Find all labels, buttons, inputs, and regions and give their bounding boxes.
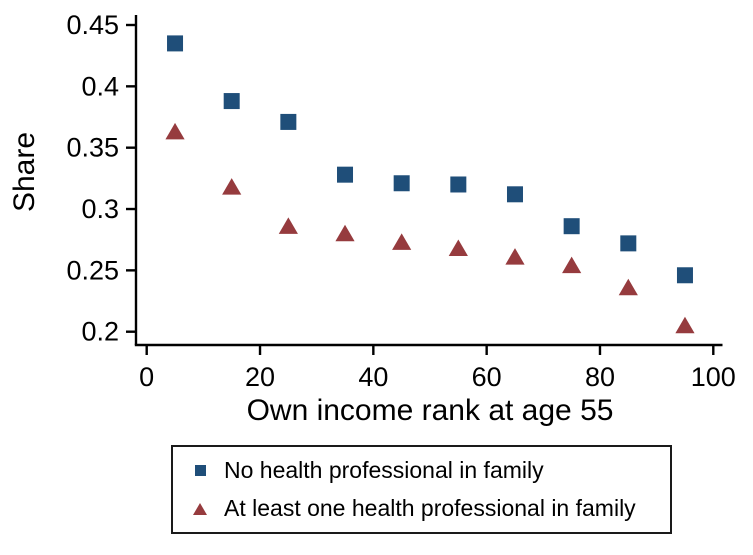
maroon-triangle-marker-icon xyxy=(193,502,207,515)
y-tick-label: 0.35 xyxy=(66,133,119,163)
x-tick-label: 60 xyxy=(472,362,502,392)
y-tick-label: 0.2 xyxy=(81,317,119,347)
legend-marker-cell xyxy=(189,502,211,515)
data-point-triangle xyxy=(392,233,412,250)
data-point-square xyxy=(393,175,410,192)
data-point-triangle xyxy=(675,316,695,334)
data-point-square xyxy=(676,267,693,284)
y-axis-title: Share xyxy=(8,131,41,213)
x-tick-label: 0 xyxy=(139,362,154,392)
data-point-triangle xyxy=(505,248,525,265)
data-point-square xyxy=(450,176,467,193)
y-tick-label: 0.45 xyxy=(66,10,119,40)
legend-label-at-least-one-health-professional: At least one health professional in fami… xyxy=(224,495,636,522)
data-point-square xyxy=(620,235,637,252)
data-point-square xyxy=(167,35,184,52)
legend: No health professional in family At leas… xyxy=(171,445,672,534)
data-point-triangle xyxy=(222,178,242,195)
data-point-square xyxy=(563,218,580,235)
data-point-triangle xyxy=(165,122,185,140)
data-point-triangle xyxy=(448,239,468,256)
navy-square-marker-icon xyxy=(194,464,206,476)
x-tick-label: 100 xyxy=(691,362,736,392)
data-point-square xyxy=(280,113,297,130)
y-tick-label: 0.3 xyxy=(81,194,119,224)
x-axis-title: Own income rank at age 55 xyxy=(246,394,614,427)
legend-label-no-health-professional: No health professional in family xyxy=(224,456,544,483)
legend-row-at-least-one-health-professional: At least one health professional in fami… xyxy=(189,494,670,524)
legend-row-no-health-professional: No health professional in family xyxy=(189,455,670,485)
data-point-square xyxy=(223,93,240,110)
y-tick-label: 0.25 xyxy=(66,255,119,285)
x-tick-label: 40 xyxy=(358,362,388,392)
data-point-triangle xyxy=(618,278,638,296)
legend-marker-cell xyxy=(189,464,211,476)
y-tick-label: 0.4 xyxy=(81,71,119,101)
data-point-triangle xyxy=(335,224,355,242)
x-tick-label: 20 xyxy=(245,362,275,392)
data-point-triangle xyxy=(562,256,582,274)
data-point-triangle xyxy=(278,217,298,234)
data-point-square xyxy=(506,186,523,203)
x-tick-label: 80 xyxy=(585,362,615,392)
data-point-square xyxy=(337,166,354,183)
